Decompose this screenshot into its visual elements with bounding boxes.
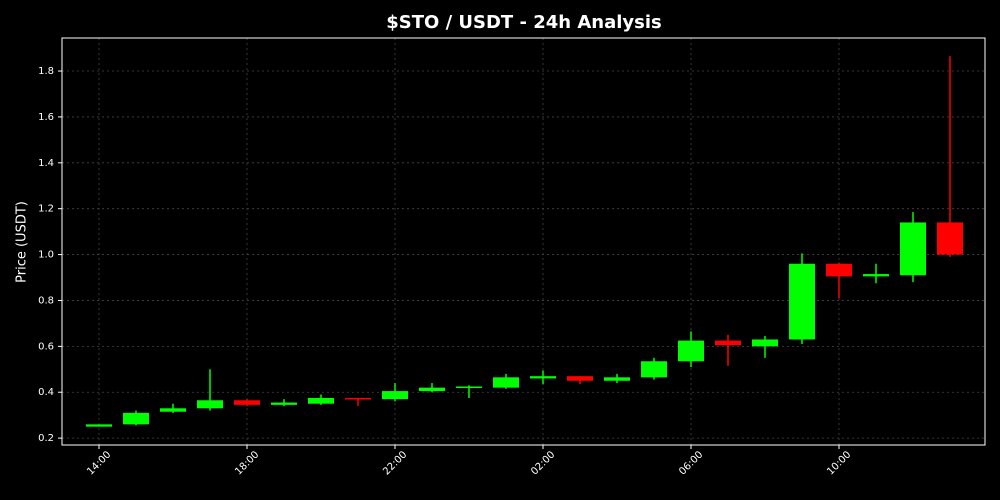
y-tick-label: 0.4 <box>38 387 54 398</box>
y-tick-label: 1.2 <box>38 204 54 215</box>
candle-body <box>678 340 704 362</box>
candle-body <box>567 376 593 381</box>
candle-body <box>493 377 519 388</box>
y-tick-label: 1.6 <box>38 112 54 123</box>
candle-body <box>604 377 630 381</box>
y-tick-label: 0.6 <box>38 341 54 352</box>
candles <box>86 56 963 427</box>
candle-body <box>789 263 815 340</box>
y-axis-label: Price (USDT) <box>15 201 30 283</box>
axes-frame <box>61 37 986 446</box>
candle-body <box>863 274 889 277</box>
y-tick-label: 1.8 <box>38 66 54 77</box>
candle-body <box>530 376 556 379</box>
candle-body <box>419 387 445 392</box>
candle-body <box>937 222 963 255</box>
candle-body <box>641 361 667 378</box>
candle-body <box>345 397 371 400</box>
y-tick-label: 1.4 <box>38 158 54 169</box>
candle-body <box>715 340 741 346</box>
candle-body <box>900 222 926 276</box>
chart-title: $STO / USDT - 24h Analysis <box>386 12 662 33</box>
y-tick-label: 1.0 <box>38 250 54 261</box>
candle-body <box>197 400 223 409</box>
y-tick-label: 0.8 <box>38 295 54 306</box>
y-tick-label: 0.2 <box>38 433 54 444</box>
candle-body <box>123 412 149 425</box>
candle-body <box>382 391 408 400</box>
candle-body <box>234 400 260 405</box>
candle-body <box>86 424 112 427</box>
candle-body <box>271 402 297 405</box>
candle-body <box>456 386 482 388</box>
candle-body <box>308 397 334 404</box>
candle-body <box>160 408 186 412</box>
candle-body <box>826 263 852 277</box>
grid <box>62 38 985 445</box>
candle-body <box>752 339 778 347</box>
